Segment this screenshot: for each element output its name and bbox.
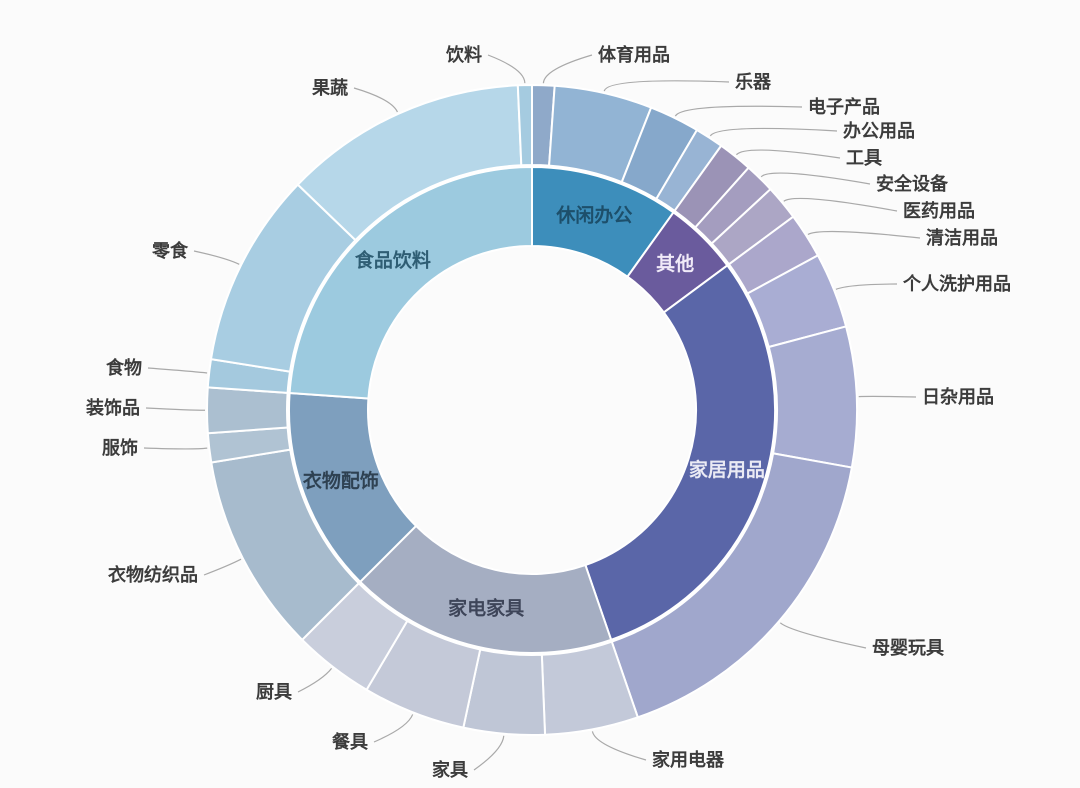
outer-label-食物: 食物 — [105, 357, 142, 378]
leader-line-日杂用品 — [858, 395, 917, 398]
leader-line-办公用品 — [709, 127, 838, 137]
leader-line-体育用品 — [542, 54, 593, 84]
outer-label-餐具: 餐具 — [331, 731, 368, 752]
outer-label-装饰品: 装饰品 — [86, 397, 140, 418]
outer-label-果蔬: 果蔬 — [311, 78, 348, 98]
outer-label-工具: 工具 — [846, 148, 882, 168]
outer-label-饮料: 饮料 — [445, 44, 482, 65]
outer-label-电子产品: 电子产品 — [808, 96, 880, 117]
outer-label-清洁用品: 清洁用品 — [926, 227, 998, 248]
outer-label-安全设备: 安全设备 — [876, 173, 949, 194]
leader-line-母婴玩具 — [779, 622, 867, 649]
outer-label-个人洗护用品: 个人洗护用品 — [902, 273, 1011, 294]
leader-line-零食 — [193, 250, 240, 265]
leader-line-家具 — [473, 735, 505, 771]
outer-label-乐器: 乐器 — [735, 72, 772, 92]
outer-label-家具: 家具 — [432, 759, 468, 780]
outer-label-医药用品: 医药用品 — [903, 200, 975, 221]
leader-line-厨具 — [297, 668, 333, 693]
inner-label-家居用品: 家居用品 — [689, 458, 765, 481]
leader-line-饮料 — [487, 54, 526, 84]
leader-line-装饰品 — [145, 407, 206, 411]
inner-label-家电家具: 家电家具 — [448, 596, 524, 619]
leader-line-果蔬 — [353, 87, 398, 113]
leader-line-医药用品 — [783, 197, 898, 212]
inner-label-衣物配饰: 衣物配饰 — [303, 469, 379, 492]
leader-line-餐具 — [373, 714, 414, 743]
leader-line-食物 — [147, 367, 208, 374]
inner-segment-家居用品[interactable] — [584, 264, 776, 641]
leader-line-清洁用品 — [807, 230, 921, 239]
leader-line-乐器 — [603, 80, 730, 92]
outer-label-厨具: 厨具 — [256, 682, 292, 702]
inner-label-休闲办公: 休闲办公 — [555, 203, 632, 226]
leader-line-个人洗护用品 — [835, 283, 898, 290]
leader-line-家用电器 — [591, 731, 647, 761]
outer-segment-日杂用品[interactable] — [767, 325, 858, 469]
inner-segment-食品饮料[interactable] — [288, 166, 533, 400]
leader-line-电子产品 — [674, 105, 803, 117]
leader-line-工具 — [735, 149, 841, 159]
inner-label-其他: 其他 — [656, 252, 694, 275]
outer-label-母婴玩具: 母婴玩具 — [872, 638, 944, 658]
outer-label-衣物纺织品: 衣物纺织品 — [108, 564, 198, 585]
inner-label-食品饮料: 食品饮料 — [355, 248, 431, 271]
outer-label-服饰: 服饰 — [102, 437, 138, 458]
leader-line-安全设备 — [760, 172, 871, 185]
outer-segment-饮料[interactable] — [516, 84, 533, 167]
leader-line-衣物纺织品 — [203, 558, 242, 576]
outer-label-体育用品: 体育用品 — [598, 44, 670, 65]
outer-segment-装饰品[interactable] — [206, 386, 289, 435]
outer-label-零食: 零食 — [151, 240, 189, 261]
leader-line-服饰 — [143, 447, 208, 450]
outer-label-家用电器: 家用电器 — [652, 749, 725, 770]
outer-label-办公用品: 办公用品 — [843, 120, 915, 141]
outer-label-日杂用品: 日杂用品 — [922, 387, 994, 407]
